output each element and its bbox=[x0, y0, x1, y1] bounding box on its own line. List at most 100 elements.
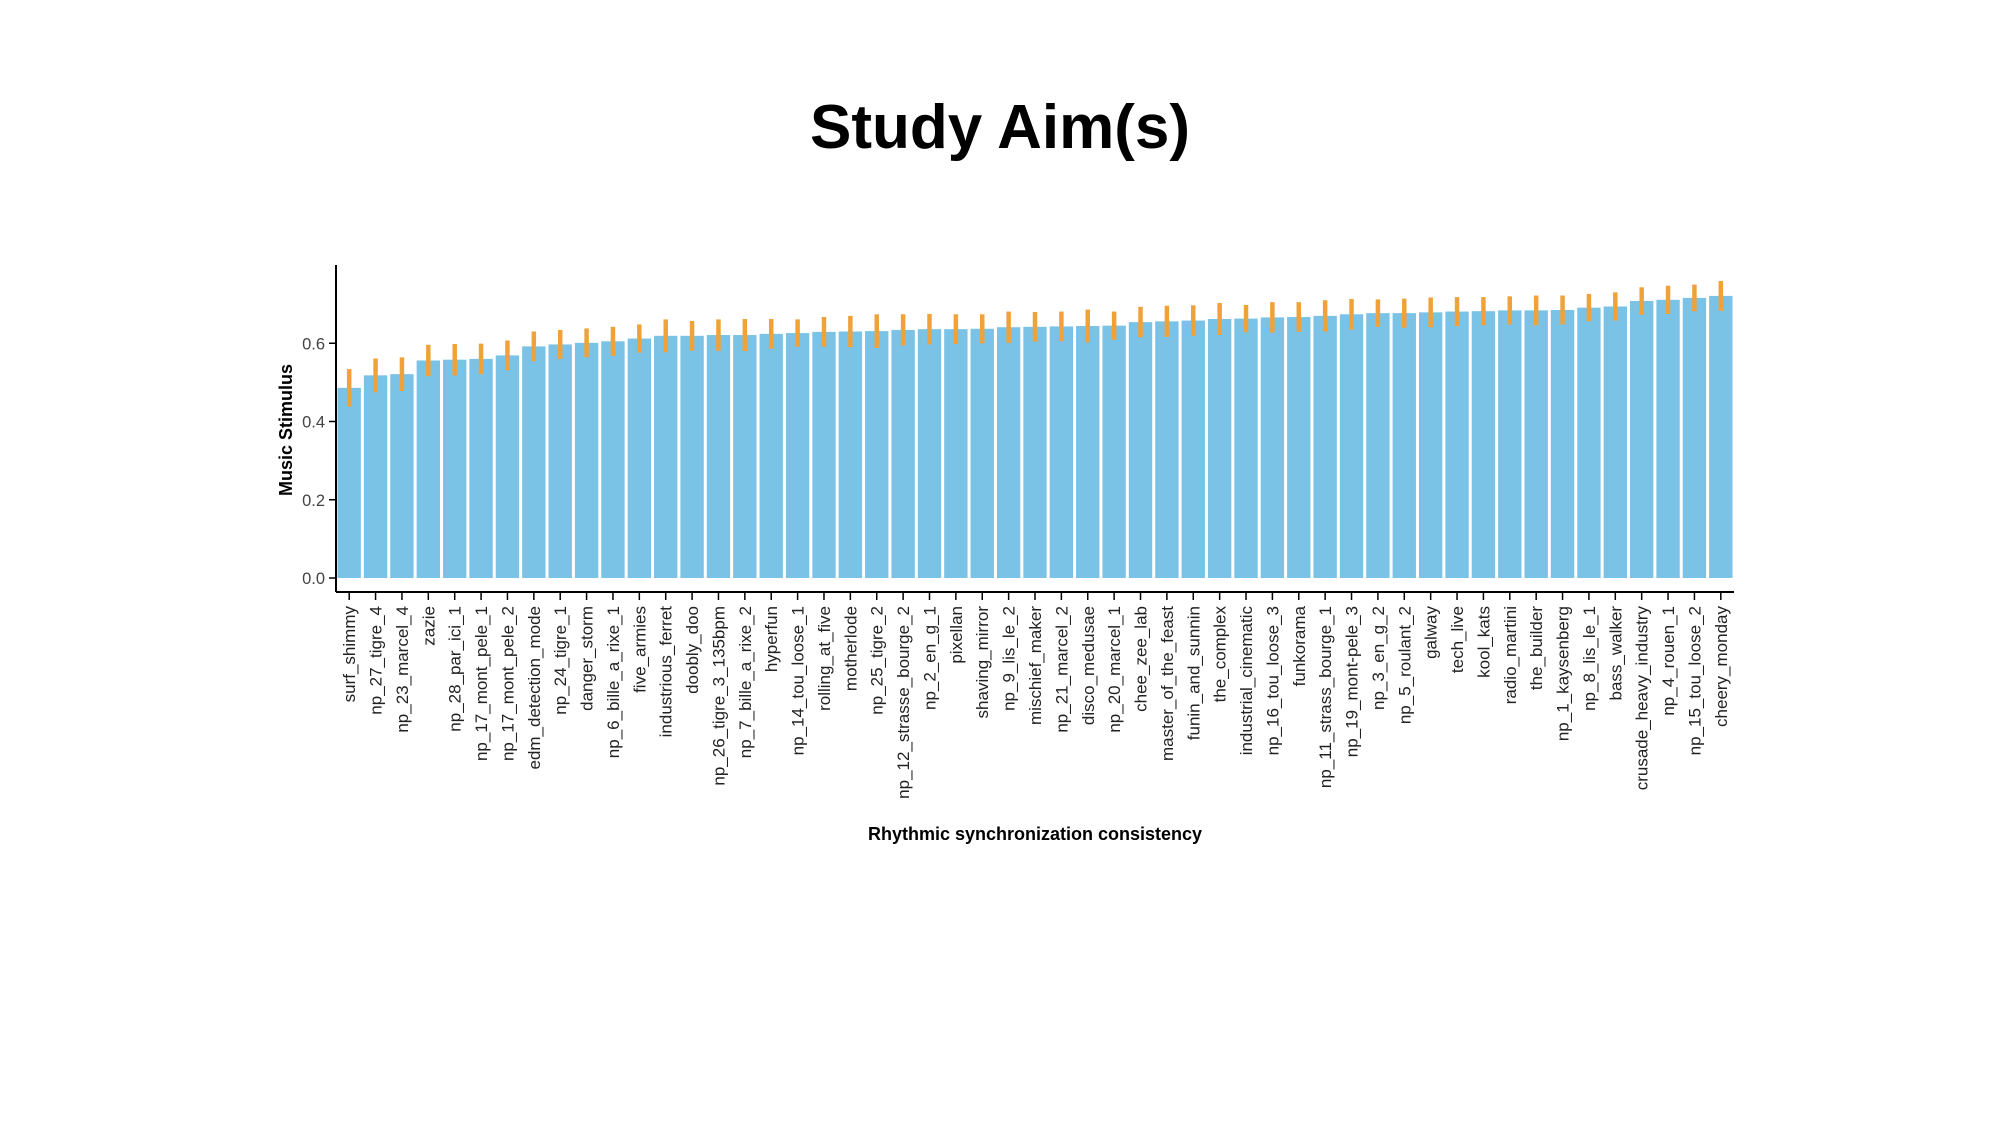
x-tick-label: np_17_mont_pele_2 bbox=[498, 606, 517, 761]
bar bbox=[891, 329, 915, 578]
x-tick-label: np_21_marcel_2 bbox=[1052, 606, 1071, 733]
bar bbox=[1155, 321, 1179, 578]
bar bbox=[1392, 313, 1416, 578]
bar bbox=[1709, 295, 1733, 578]
y-tick-label: 0.2 bbox=[302, 492, 325, 510]
bar bbox=[733, 335, 757, 578]
bar bbox=[706, 335, 731, 578]
bar bbox=[865, 331, 889, 578]
bar bbox=[944, 329, 968, 578]
x-tick-label: motherlode bbox=[841, 606, 860, 691]
bar bbox=[601, 341, 625, 578]
x-tick-label: np_5_roulant_2 bbox=[1395, 606, 1414, 724]
bar bbox=[759, 333, 783, 578]
bar bbox=[495, 355, 520, 578]
bar bbox=[970, 328, 994, 578]
bar bbox=[522, 346, 546, 578]
bar bbox=[1524, 310, 1548, 578]
x-tick-label: crusade_heavy_industry bbox=[1633, 606, 1652, 791]
bar bbox=[1076, 326, 1100, 578]
x-tick-label: np_17_mont_pele_1 bbox=[472, 606, 491, 761]
bar bbox=[1181, 320, 1205, 578]
bar bbox=[1656, 299, 1680, 578]
bar bbox=[785, 333, 810, 578]
x-tick-label: the_builder bbox=[1527, 606, 1546, 690]
x-tick-label: np_16_tou_loose_3 bbox=[1263, 606, 1282, 755]
error-bars-group bbox=[346, 281, 1724, 407]
bar bbox=[1366, 313, 1390, 578]
bar bbox=[654, 335, 678, 578]
y-axis-title: Music Stimulus bbox=[276, 364, 296, 496]
x-tick-label: disco_medusae bbox=[1079, 606, 1098, 725]
x-tick-label: np_6_bille_a_rixe_1 bbox=[604, 606, 623, 758]
x-tick-label: tech_live bbox=[1448, 606, 1467, 673]
x-tick-label: bass_walker bbox=[1606, 606, 1625, 701]
bars-group bbox=[337, 295, 1733, 578]
x-tick-label: funkorama bbox=[1290, 605, 1309, 686]
bar bbox=[1023, 326, 1047, 578]
slide-title: Study Aim(s) bbox=[809, 93, 1191, 162]
x-tick-label: np_26_tigre_3_135bpm bbox=[709, 606, 728, 786]
x-tick-label: np_20_marcel_1 bbox=[1105, 606, 1124, 733]
bar bbox=[1445, 311, 1469, 578]
bar bbox=[1418, 312, 1443, 578]
x-tick-label: industrious_ferret bbox=[657, 606, 676, 738]
bar bbox=[337, 387, 361, 578]
x-tick-label: chee_zee_lab bbox=[1132, 606, 1151, 712]
bar bbox=[627, 338, 652, 578]
x-tick-label: np_27_tigre_4 bbox=[367, 606, 386, 715]
bar bbox=[838, 331, 863, 578]
x-tick-label: np_25_tigre_2 bbox=[868, 606, 887, 715]
bar bbox=[1550, 309, 1575, 578]
bar bbox=[1207, 318, 1232, 578]
y-tick-label: 0.4 bbox=[302, 414, 325, 432]
x-tick-label: five_armies bbox=[630, 606, 649, 693]
x-tick-label: np_14_tou_loose_1 bbox=[789, 606, 808, 755]
bar bbox=[1682, 297, 1707, 578]
bar bbox=[812, 331, 836, 578]
x-axis-title: Rhythmic synchronization consistency bbox=[868, 824, 1202, 844]
x-tick-label: np_7_bille_a_rixe_2 bbox=[736, 606, 755, 758]
x-tick-label: edm_detection_mode bbox=[525, 606, 544, 770]
bar bbox=[1234, 318, 1258, 578]
bar bbox=[1498, 310, 1522, 578]
bar bbox=[1102, 325, 1126, 578]
x-tick-label: industrial_cinematic bbox=[1237, 606, 1256, 756]
bar bbox=[1471, 311, 1496, 578]
bar bbox=[1260, 317, 1285, 578]
bar bbox=[363, 375, 388, 578]
y-axis-ticks: 0.0 0.2 0.4 0.6 bbox=[302, 335, 336, 588]
x-tick-label: np_28_par_ici_1 bbox=[446, 606, 465, 732]
x-tick-label: funin_and_sunnin bbox=[1184, 606, 1203, 740]
x-tick-label: shaving_mirror bbox=[973, 606, 992, 719]
x-tick-label: np_12_strasse_bourge_2 bbox=[894, 606, 913, 799]
x-tick-label: pixellan bbox=[947, 606, 966, 664]
x-tick-label: cheery_monday bbox=[1712, 606, 1731, 727]
x-tick-label: the_complex bbox=[1211, 606, 1230, 703]
x-tick-label: np_4_rouen_1 bbox=[1659, 606, 1678, 716]
bar bbox=[1313, 315, 1337, 578]
bar bbox=[1577, 307, 1601, 578]
x-tick-label: doobly_doo bbox=[683, 606, 702, 694]
bar bbox=[1603, 306, 1627, 578]
x-axis-ticks: surf_shimmy np_27_tigre_4 np_23_marcel_4 za… bbox=[340, 592, 1731, 799]
x-tick-label: galway bbox=[1422, 606, 1441, 659]
bar bbox=[1629, 300, 1654, 578]
x-tick-label: np_9_lis_le_2 bbox=[1000, 606, 1019, 711]
x-tick-label: np_8_lis_le_1 bbox=[1580, 606, 1599, 711]
x-tick-label: zazie bbox=[419, 606, 438, 646]
bar bbox=[1287, 317, 1311, 578]
x-tick-label: np_19_mont-pele_3 bbox=[1343, 606, 1362, 757]
x-tick-label: np_24_tigre_1 bbox=[551, 606, 570, 715]
bar bbox=[443, 359, 467, 578]
y-tick-label: 0.6 bbox=[302, 335, 325, 353]
x-tick-label: np_1_kaysenberg bbox=[1554, 606, 1573, 741]
bar bbox=[1128, 322, 1153, 578]
bar bbox=[390, 374, 414, 578]
x-tick-label: mischief_maker bbox=[1026, 606, 1045, 725]
bar bbox=[574, 342, 599, 578]
x-tick-label: np_11_strass_bourge_1 bbox=[1316, 606, 1335, 788]
x-tick-label: danger_storm bbox=[578, 606, 597, 711]
bar bbox=[996, 327, 1021, 578]
